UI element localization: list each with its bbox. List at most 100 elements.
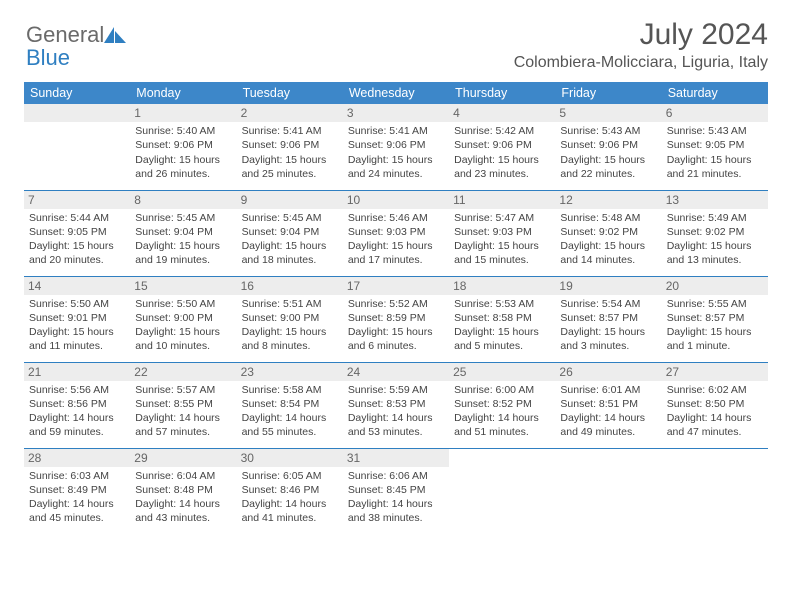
weekday-header: Monday bbox=[130, 82, 236, 104]
day-detail-line: Daylight: 15 hours and 3 minutes. bbox=[560, 325, 656, 353]
day-detail-line: Daylight: 15 hours and 11 minutes. bbox=[29, 325, 125, 353]
day-detail-line: Sunset: 9:05 PM bbox=[667, 138, 763, 152]
day-detail-line: Sunrise: 6:01 AM bbox=[560, 383, 656, 397]
day-detail-line: Sunrise: 5:43 AM bbox=[667, 124, 763, 138]
day-detail-line: Sunrise: 5:47 AM bbox=[454, 211, 550, 225]
day-number: 16 bbox=[237, 277, 343, 295]
day-detail-line: Sunset: 9:00 PM bbox=[135, 311, 231, 325]
calendar-week-row: 7Sunrise: 5:44 AMSunset: 9:05 PMDaylight… bbox=[24, 190, 768, 276]
day-details: Sunrise: 5:50 AMSunset: 9:00 PMDaylight:… bbox=[135, 297, 231, 354]
day-detail-line: Daylight: 14 hours and 55 minutes. bbox=[242, 411, 338, 439]
empty-day-strip bbox=[24, 104, 130, 122]
calendar-day-cell: 28Sunrise: 6:03 AMSunset: 8:49 PMDayligh… bbox=[24, 448, 130, 534]
calendar-day-cell: 20Sunrise: 5:55 AMSunset: 8:57 PMDayligh… bbox=[662, 276, 768, 362]
calendar-day-cell: 2Sunrise: 5:41 AMSunset: 9:06 PMDaylight… bbox=[237, 104, 343, 190]
day-details: Sunrise: 6:06 AMSunset: 8:45 PMDaylight:… bbox=[348, 469, 444, 526]
day-detail-line: Sunrise: 6:06 AM bbox=[348, 469, 444, 483]
day-number: 5 bbox=[555, 104, 661, 122]
day-number: 1 bbox=[130, 104, 236, 122]
day-detail-line: Daylight: 15 hours and 20 minutes. bbox=[29, 239, 125, 267]
day-details: Sunrise: 6:04 AMSunset: 8:48 PMDaylight:… bbox=[135, 469, 231, 526]
month-title: July 2024 bbox=[514, 18, 768, 52]
day-detail-line: Sunrise: 5:42 AM bbox=[454, 124, 550, 138]
day-detail-line: Sunset: 8:57 PM bbox=[667, 311, 763, 325]
day-detail-line: Daylight: 14 hours and 53 minutes. bbox=[348, 411, 444, 439]
calendar-day-cell: 31Sunrise: 6:06 AMSunset: 8:45 PMDayligh… bbox=[343, 448, 449, 534]
day-number: 10 bbox=[343, 191, 449, 209]
day-detail-line: Sunset: 9:06 PM bbox=[348, 138, 444, 152]
day-details: Sunrise: 5:51 AMSunset: 9:00 PMDaylight:… bbox=[242, 297, 338, 354]
weekday-header: Wednesday bbox=[343, 82, 449, 104]
day-details: Sunrise: 6:00 AMSunset: 8:52 PMDaylight:… bbox=[454, 383, 550, 440]
day-detail-line: Daylight: 15 hours and 24 minutes. bbox=[348, 153, 444, 181]
calendar-day-cell: 8Sunrise: 5:45 AMSunset: 9:04 PMDaylight… bbox=[130, 190, 236, 276]
calendar-day-cell bbox=[449, 448, 555, 534]
day-detail-line: Sunset: 8:51 PM bbox=[560, 397, 656, 411]
day-detail-line: Sunset: 9:01 PM bbox=[29, 311, 125, 325]
day-detail-line: Sunrise: 5:59 AM bbox=[348, 383, 444, 397]
day-detail-line: Sunset: 8:46 PM bbox=[242, 483, 338, 497]
day-detail-line: Daylight: 15 hours and 23 minutes. bbox=[454, 153, 550, 181]
day-detail-line: Sunrise: 5:48 AM bbox=[560, 211, 656, 225]
day-details: Sunrise: 5:49 AMSunset: 9:02 PMDaylight:… bbox=[667, 211, 763, 268]
day-number: 15 bbox=[130, 277, 236, 295]
calendar-day-cell: 19Sunrise: 5:54 AMSunset: 8:57 PMDayligh… bbox=[555, 276, 661, 362]
day-details: Sunrise: 5:58 AMSunset: 8:54 PMDaylight:… bbox=[242, 383, 338, 440]
day-number: 9 bbox=[237, 191, 343, 209]
calendar-day-cell: 12 Sunrise: 5:48 AMSunset: 9:02 PMDayligh… bbox=[555, 190, 661, 276]
day-detail-line: Sunrise: 5:45 AM bbox=[135, 211, 231, 225]
day-detail-line: Sunrise: 5:50 AM bbox=[135, 297, 231, 311]
day-detail-line: Sunrise: 5:50 AM bbox=[29, 297, 125, 311]
day-detail-line: Sunset: 9:02 PM bbox=[560, 225, 656, 239]
day-detail-line: Sunset: 9:06 PM bbox=[135, 138, 231, 152]
calendar-day-cell bbox=[24, 104, 130, 190]
day-detail-line: Daylight: 15 hours and 25 minutes. bbox=[242, 153, 338, 181]
day-number: 12 bbox=[555, 191, 661, 209]
day-number: 24 bbox=[343, 363, 449, 381]
day-number: 23 bbox=[237, 363, 343, 381]
day-number: 22 bbox=[130, 363, 236, 381]
day-detail-line: Sunset: 8:55 PM bbox=[135, 397, 231, 411]
day-number: 25 bbox=[449, 363, 555, 381]
day-detail-line: Sunrise: 6:05 AM bbox=[242, 469, 338, 483]
day-detail-line: Sunrise: 5:51 AM bbox=[242, 297, 338, 311]
day-number: 27 bbox=[662, 363, 768, 381]
day-number: 26 bbox=[555, 363, 661, 381]
day-detail-line: Sunset: 8:59 PM bbox=[348, 311, 444, 325]
day-detail-line: Sunrise: 5:41 AM bbox=[348, 124, 444, 138]
day-detail-line: Sunrise: 5:53 AM bbox=[454, 297, 550, 311]
calendar-day-cell: 27Sunrise: 6:02 AMSunset: 8:50 PMDayligh… bbox=[662, 362, 768, 448]
day-detail-line: Sunset: 8:50 PM bbox=[667, 397, 763, 411]
day-detail-line: Daylight: 15 hours and 22 minutes. bbox=[560, 153, 656, 181]
day-details: Sunrise: 6:03 AMSunset: 8:49 PMDaylight:… bbox=[29, 469, 125, 526]
calendar-day-cell: 3Sunrise: 5:41 AMSunset: 9:06 PMDaylight… bbox=[343, 104, 449, 190]
calendar-day-cell bbox=[662, 448, 768, 534]
day-detail-line: Daylight: 14 hours and 51 minutes. bbox=[454, 411, 550, 439]
day-details: Sunrise: 5:40 AMSunset: 9:06 PMDaylight:… bbox=[135, 124, 231, 181]
calendar-day-cell: 22Sunrise: 5:57 AMSunset: 8:55 PMDayligh… bbox=[130, 362, 236, 448]
day-detail-line: Daylight: 15 hours and 10 minutes. bbox=[135, 325, 231, 353]
day-detail-line: Daylight: 15 hours and 14 minutes. bbox=[560, 239, 656, 267]
day-detail-line: Daylight: 15 hours and 8 minutes. bbox=[242, 325, 338, 353]
day-detail-line: Sunrise: 6:03 AM bbox=[29, 469, 125, 483]
day-details: Sunrise: 6:05 AMSunset: 8:46 PMDaylight:… bbox=[242, 469, 338, 526]
weekday-header: Tuesday bbox=[237, 82, 343, 104]
calendar-day-cell: 25 Sunrise: 6:00 AMSunset: 8:52 PMDayligh… bbox=[449, 362, 555, 448]
calendar-week-row: 21Sunrise: 5:56 AMSunset: 8:56 PMDayligh… bbox=[24, 362, 768, 448]
day-detail-line: Sunset: 8:52 PM bbox=[454, 397, 550, 411]
calendar-day-cell: 29Sunrise: 6:04 AMSunset: 8:48 PMDayligh… bbox=[130, 448, 236, 534]
day-details: Sunrise: 5:41 AMSunset: 9:06 PMDaylight:… bbox=[242, 124, 338, 181]
calendar-day-cell: 6 Sunrise: 5:43 AMSunset: 9:05 PMDaylight… bbox=[662, 104, 768, 190]
day-number: 6 bbox=[662, 104, 768, 122]
day-detail-line: Daylight: 15 hours and 26 minutes. bbox=[135, 153, 231, 181]
calendar-day-cell: 15 Sunrise: 5:50 AMSunset: 9:00 PMDayligh… bbox=[130, 276, 236, 362]
day-details: Sunrise: 5:43 AMSunset: 9:05 PMDaylight:… bbox=[667, 124, 763, 181]
day-detail-line: Sunrise: 5:55 AM bbox=[667, 297, 763, 311]
calendar-week-row: 14Sunrise: 5:50 AMSunset: 9:01 PMDayligh… bbox=[24, 276, 768, 362]
day-detail-line: Sunset: 9:03 PM bbox=[348, 225, 444, 239]
calendar-day-cell: 30Sunrise: 6:05 AMSunset: 8:46 PMDayligh… bbox=[237, 448, 343, 534]
day-detail-line: Sunset: 8:54 PM bbox=[242, 397, 338, 411]
day-number: 19 bbox=[555, 277, 661, 295]
day-details: Sunrise: 5:55 AMSunset: 8:57 PMDaylight:… bbox=[667, 297, 763, 354]
day-detail-line: Sunrise: 6:04 AM bbox=[135, 469, 231, 483]
